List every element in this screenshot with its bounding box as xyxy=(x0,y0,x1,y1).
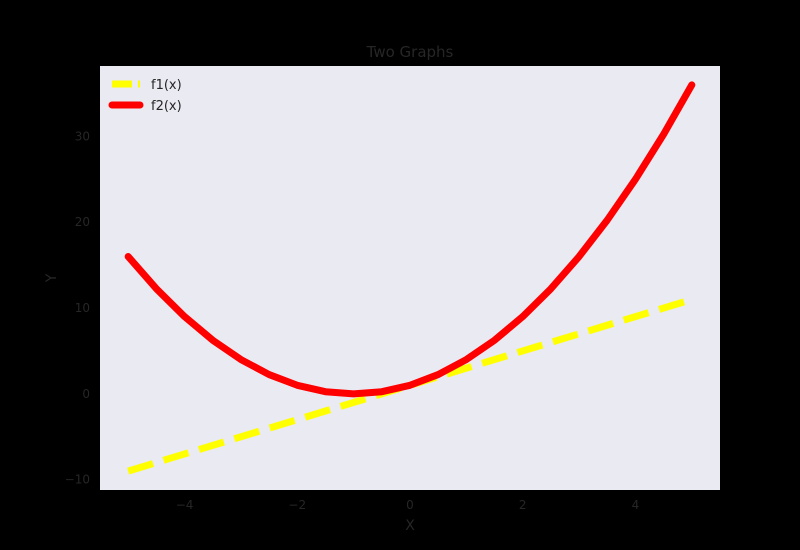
x-tick-label: 2 xyxy=(519,498,527,512)
series-line-1 xyxy=(127,296,693,475)
x-tick-label: 4 xyxy=(632,498,640,512)
y-tick-label: 20 xyxy=(75,215,90,229)
legend: f1(x) f2(x) xyxy=(108,78,182,114)
y-tick-label: 10 xyxy=(75,301,90,315)
x-tick-labels: −4 −2 0 2 4 xyxy=(176,498,640,512)
legend-label: f2(x) xyxy=(151,99,182,114)
x-tick-label: −2 xyxy=(288,498,306,512)
legend-label: f1(x) xyxy=(151,78,182,93)
y-tick-label: −10 xyxy=(65,473,90,487)
plot-area xyxy=(100,66,720,490)
x-axis-label: X xyxy=(405,518,415,534)
y-tick-label: 30 xyxy=(75,129,90,143)
x-tick-label: −4 xyxy=(176,498,194,512)
series-lines xyxy=(124,81,696,475)
y-tick-labels: −10 0 10 20 30 xyxy=(65,129,90,486)
y-tick-label: 0 xyxy=(82,387,90,401)
x-tick-label: 0 xyxy=(406,498,414,512)
series-line-2 xyxy=(124,81,696,398)
y-axis-label: Y xyxy=(44,273,60,283)
chart-title: Two Graphs xyxy=(366,43,454,61)
